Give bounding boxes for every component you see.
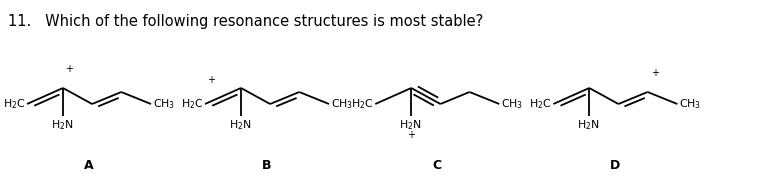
Text: CH$_3$: CH$_3$ [153, 97, 175, 111]
Text: C: C [433, 159, 442, 172]
Text: H$_2$N: H$_2$N [50, 118, 74, 132]
Text: +: + [65, 64, 73, 74]
Text: CH$_3$: CH$_3$ [502, 97, 523, 111]
Text: H$_2$C: H$_2$C [351, 97, 373, 111]
Text: A: A [84, 159, 94, 172]
Text: D: D [610, 159, 621, 172]
Text: +: + [407, 130, 416, 140]
Text: CH$_3$: CH$_3$ [331, 97, 353, 111]
Text: 11.   Which of the following resonance structures is most stable?: 11. Which of the following resonance str… [8, 14, 483, 29]
Text: H$_2$C: H$_2$C [529, 97, 551, 111]
Text: H$_2$N: H$_2$N [228, 118, 252, 132]
Text: +: + [651, 68, 659, 78]
Text: H$_2$N: H$_2$N [577, 118, 600, 132]
Text: B: B [262, 159, 272, 172]
Text: +: + [207, 75, 215, 85]
Text: H$_2$C: H$_2$C [2, 97, 25, 111]
Text: H$_2$N: H$_2$N [399, 118, 422, 132]
Text: H$_2$C: H$_2$C [180, 97, 203, 111]
Text: CH$_3$: CH$_3$ [680, 97, 701, 111]
